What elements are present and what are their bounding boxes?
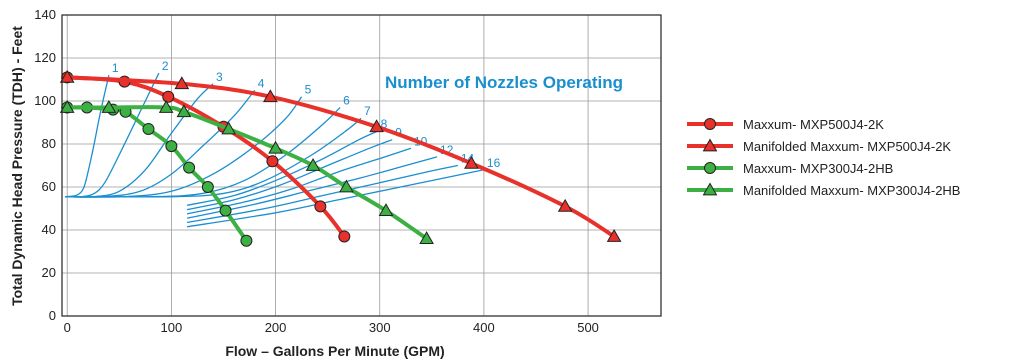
data-point-triangle <box>59 99 75 113</box>
y-tick-label: 80 <box>42 136 56 151</box>
y-tick-label: 140 <box>34 7 56 22</box>
legend-label-4: Manifolded Maxxum- MXP300J4-2HB <box>743 183 960 198</box>
data-point-triangle <box>268 140 283 154</box>
nozzle-label-8: 8 <box>381 117 388 131</box>
data-point-triangle <box>305 157 321 171</box>
nozzle-curve-7 <box>65 117 362 198</box>
data-point-circle <box>183 161 196 174</box>
plot-frame <box>61 14 662 317</box>
nozzle-curve-1 <box>65 75 110 198</box>
data-point-circle <box>162 90 175 103</box>
nozzle-label-5: 5 <box>305 83 312 97</box>
y-axis-title: Total Dynamic Head Pressure (TDH) - Feet <box>9 26 25 306</box>
legend-label-2: Manifolded Maxxum- MXP500J4-2K <box>743 139 951 154</box>
pump-series <box>59 69 622 247</box>
y-tick-label: 60 <box>42 179 56 194</box>
data-point-triangle <box>262 89 278 103</box>
data-point-circle <box>165 140 178 153</box>
data-point-circle <box>142 122 155 135</box>
y-tick-label: 0 <box>49 308 56 323</box>
nozzle-curve-9 <box>186 139 393 211</box>
data-point-triangle <box>339 179 354 193</box>
legend-label-1: Maxxum- MXP500J4-2K <box>743 117 884 132</box>
nozzle-label-6: 6 <box>343 93 350 107</box>
nozzle-curve-10 <box>186 147 412 215</box>
legend-marker-4 <box>702 182 718 196</box>
data-point-circle <box>266 155 279 168</box>
data-point-triangle <box>464 155 479 169</box>
x-tick-label: 200 <box>265 320 287 335</box>
data-point-circle <box>338 230 351 243</box>
data-point-triangle <box>221 121 237 135</box>
data-point-circle <box>201 181 214 193</box>
legend-marker-1 <box>704 118 716 130</box>
series-line-4 <box>67 105 428 241</box>
nozzle-label-4: 4 <box>258 76 265 90</box>
x-tick-label: 500 <box>577 320 599 335</box>
data-point-triangle <box>369 119 384 133</box>
x-tick-label: 0 <box>64 320 71 335</box>
nozzle-curve-8 <box>186 130 378 206</box>
y-tick-label: 120 <box>34 50 56 65</box>
data-point-triangle <box>378 203 394 217</box>
legend-marker-3 <box>704 162 716 174</box>
data-point-triangle <box>158 99 174 113</box>
legend-marker-2 <box>702 138 718 152</box>
data-point-triangle <box>101 99 117 113</box>
nozzle-curve-12 <box>186 156 438 219</box>
nozzle-label-2: 2 <box>162 59 169 73</box>
data-point-triangle <box>557 198 573 212</box>
nozzle-annotation: Number of Nozzles Operating <box>385 73 623 92</box>
nozzle-label-3: 3 <box>216 70 223 84</box>
y-tick-label: 100 <box>34 93 56 108</box>
data-point-triangle <box>174 76 190 90</box>
data-point-triangle <box>419 231 434 244</box>
axes: 0 20 40 60 80 100 120 140 0 100 200 300 400 500 <box>34 7 662 335</box>
data-point-circle <box>240 234 253 247</box>
y-tick-label: 40 <box>42 222 56 237</box>
data-point-circle <box>219 204 232 217</box>
nozzle-label-16: 16 <box>487 156 501 170</box>
x-tick-label: 300 <box>369 320 391 335</box>
data-point-circle <box>314 200 327 213</box>
legend: Maxxum- MXP500J4-2K Manifolded Maxxum- MX… <box>687 117 960 198</box>
y-tick-label: 20 <box>42 265 56 280</box>
data-point-triangle <box>606 228 622 242</box>
x-tick-label: 400 <box>473 320 495 335</box>
x-tick-label: 100 <box>161 320 183 335</box>
nozzle-label-7: 7 <box>364 104 371 118</box>
data-point-triangle <box>59 69 75 83</box>
legend-label-3: Maxxum- MXP300J4-2HB <box>743 161 893 176</box>
nozzle-label-1: 1 <box>112 61 119 75</box>
data-point-triangle <box>176 104 192 118</box>
x-axis-title: Flow – Gallons Per Minute (GPM) <box>225 343 444 359</box>
